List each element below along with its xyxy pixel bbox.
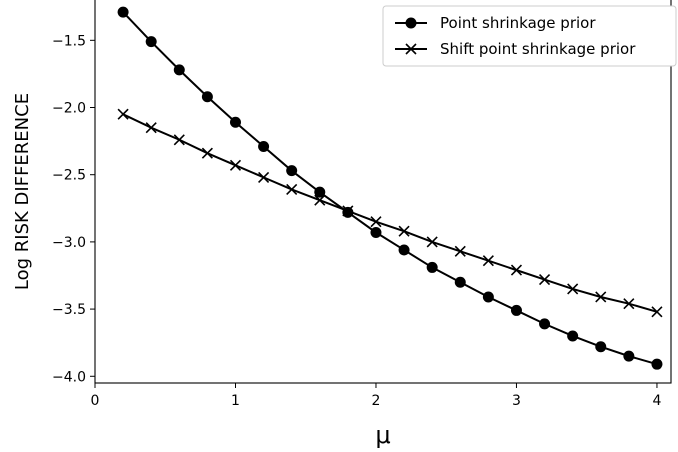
data-point-x <box>482 255 494 267</box>
x-tick-label: 3 <box>512 393 521 409</box>
data-point-x <box>595 291 607 303</box>
data-point-circle <box>623 350 635 362</box>
data-point-circle <box>314 186 326 198</box>
y-tick-label: −4.0 <box>52 369 86 385</box>
data-point-circle <box>229 116 241 128</box>
data-point-x <box>286 183 298 196</box>
data-point-x <box>201 147 213 159</box>
legend-marker-x <box>405 43 417 55</box>
data-point-x <box>567 283 579 295</box>
data-point-x <box>538 273 551 286</box>
data-point-circle <box>567 330 579 342</box>
data-point-circle <box>426 261 438 273</box>
legend-box <box>382 5 677 67</box>
legend: Point shrinkage prior Shift point shrink… <box>382 5 677 67</box>
plot-frame <box>94 0 672 384</box>
y-axis-label: Log RISK DIFFERENCE <box>12 93 33 290</box>
series-layer <box>117 6 663 370</box>
series-line-1 <box>122 113 658 313</box>
data-point-circle <box>595 341 607 353</box>
data-point-x <box>145 122 157 134</box>
x-axis-label: μ <box>375 421 390 449</box>
y-tick-label: −3.5 <box>52 302 86 318</box>
data-point-x <box>510 264 523 276</box>
data-point-x <box>229 159 242 171</box>
data-point-circle <box>258 140 270 152</box>
data-point-circle <box>482 291 494 303</box>
data-point-circle <box>510 304 522 316</box>
y-tick-label: −2.0 <box>52 101 86 117</box>
data-point-x <box>173 134 185 146</box>
data-point-x <box>398 225 410 237</box>
data-point-x <box>258 171 270 183</box>
data-point-circle <box>370 226 382 238</box>
data-point-x <box>117 108 129 120</box>
data-point-x <box>342 205 354 217</box>
ticks-layer: 0 1 2 3 4 −4.0 −3.5 −3.0 −2.5 −2.0 −1.5 <box>52 33 661 409</box>
data-point-x <box>623 298 635 310</box>
legend-marker-circle <box>405 17 417 29</box>
data-point-circle <box>651 358 663 370</box>
x-tick-label: 4 <box>652 393 661 409</box>
data-point-x <box>651 306 663 318</box>
data-point-circle <box>398 244 410 256</box>
x-tick-label: 1 <box>231 393 240 409</box>
data-point-x <box>314 194 326 206</box>
y-tick-label: −1.5 <box>52 33 86 49</box>
legend-label-point-shrinkage: Point shrinkage prior <box>440 14 596 32</box>
data-point-x <box>426 236 438 248</box>
data-point-circle <box>117 6 129 18</box>
y-tick-label: −3.0 <box>52 235 86 251</box>
data-point-x <box>454 245 466 257</box>
data-point-circle <box>286 165 298 177</box>
data-point-circle <box>145 36 157 48</box>
x-tick-label: 2 <box>372 393 381 409</box>
y-tick-label: −2.5 <box>52 168 86 184</box>
data-point-circle <box>173 64 185 76</box>
data-point-x <box>370 216 382 228</box>
legend-label-shift-point-shrinkage: Shift point shrinkage prior <box>440 40 636 58</box>
data-point-circle <box>454 276 466 288</box>
data-point-circle <box>201 91 213 103</box>
x-tick-label: 0 <box>91 393 100 409</box>
data-point-circle <box>539 318 551 330</box>
